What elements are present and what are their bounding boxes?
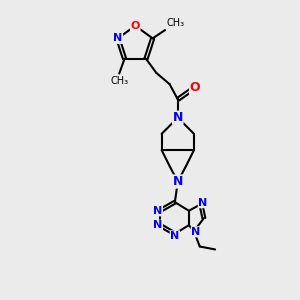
Text: N: N: [113, 33, 122, 43]
Text: O: O: [130, 21, 140, 31]
Text: N: N: [191, 227, 201, 237]
Text: N: N: [153, 220, 162, 230]
Text: N: N: [172, 111, 183, 124]
Text: CH₃: CH₃: [167, 18, 184, 28]
Text: O: O: [190, 81, 200, 94]
Text: N: N: [172, 175, 183, 188]
Text: N: N: [198, 198, 208, 208]
Text: CH₃: CH₃: [110, 76, 128, 86]
Text: N: N: [153, 206, 162, 216]
Text: N: N: [170, 231, 179, 241]
